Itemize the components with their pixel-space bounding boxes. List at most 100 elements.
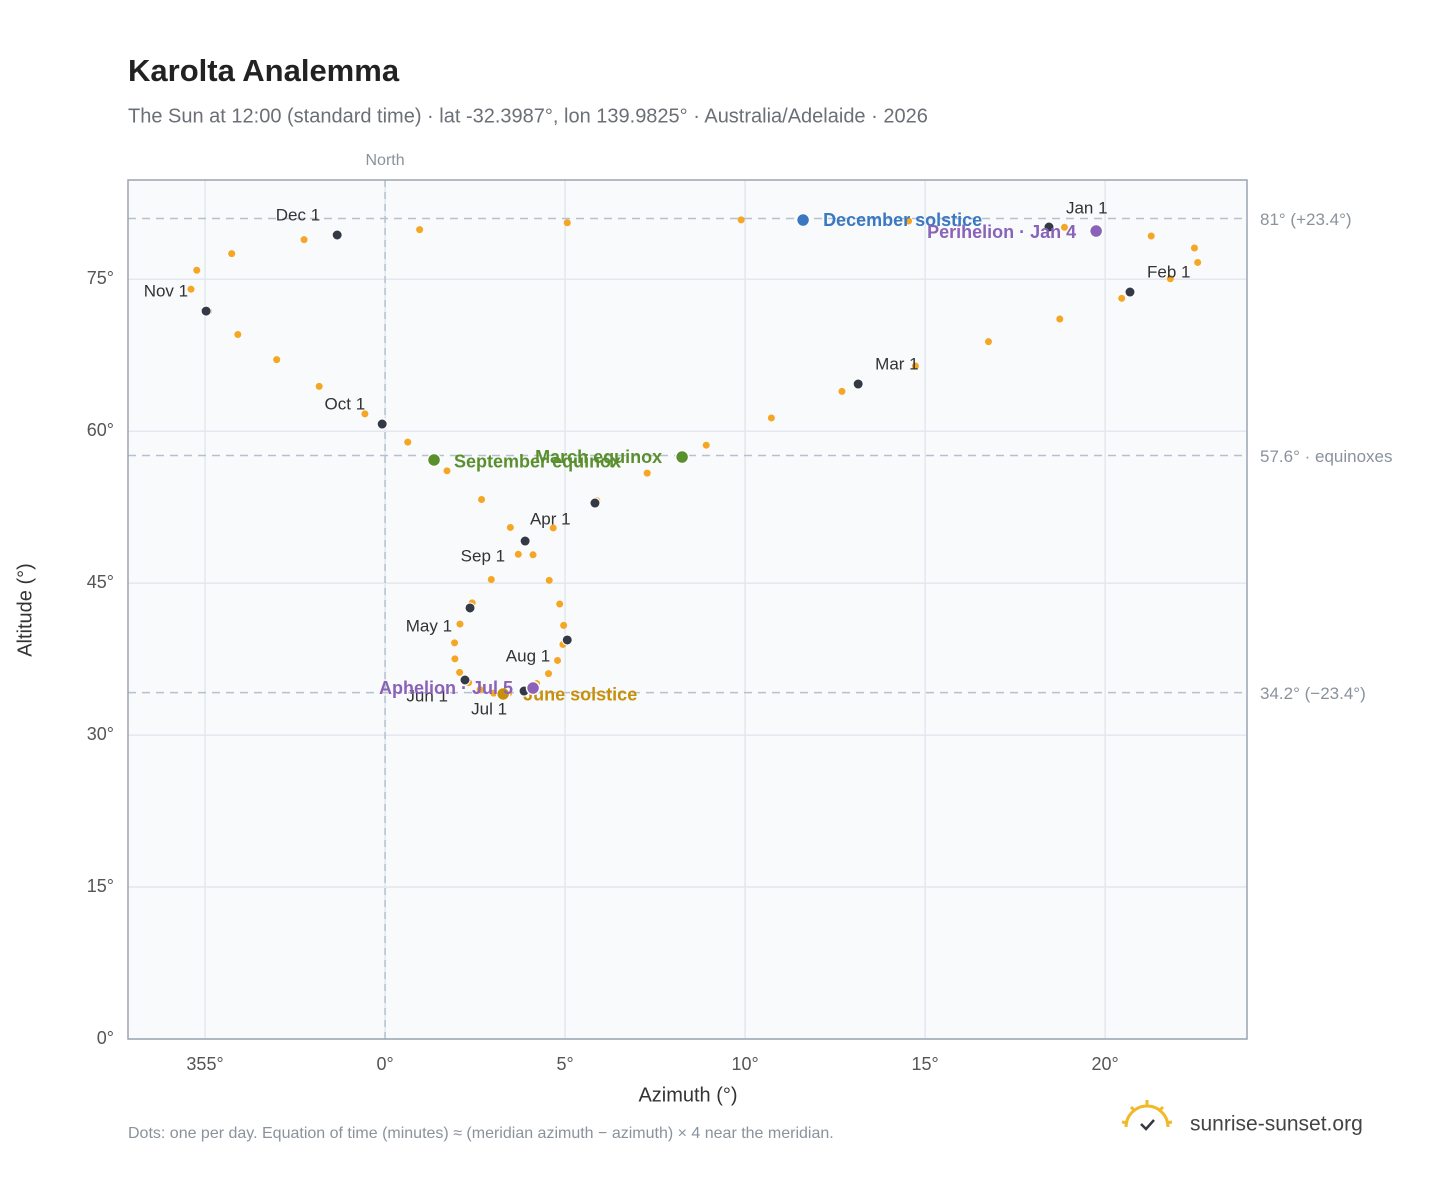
month-dot: [519, 535, 531, 547]
event-dot: [495, 686, 511, 702]
month-label: Aug 1: [506, 646, 550, 665]
daily-dot: [1118, 294, 1126, 302]
y-axis-title: Altitude (°): [14, 563, 36, 657]
daily-dot: [234, 330, 242, 338]
daily-dot: [273, 356, 281, 364]
month-label: Jan 1: [1066, 198, 1108, 217]
month-dot: [589, 497, 601, 509]
chart-title: Karolta Analemma: [128, 53, 400, 88]
event-dot: [1088, 223, 1104, 239]
month-dot: [1124, 286, 1136, 298]
event-dot: [426, 452, 442, 468]
event-dot: [795, 212, 811, 228]
daily-dot: [1166, 275, 1174, 283]
y-tick-label: 60°: [87, 420, 114, 440]
event-label: March equinox: [535, 447, 662, 467]
event-label: December solstice: [823, 210, 982, 230]
daily-dot: [767, 414, 775, 422]
y-tick-label: 75°: [87, 268, 114, 288]
daily-dot: [456, 668, 464, 676]
daily-dot: [549, 524, 557, 532]
reference-label: 34.2° (−23.4°): [1260, 684, 1366, 703]
daily-dot: [476, 686, 484, 694]
month-label: Oct 1: [325, 395, 366, 414]
month-label: Apr 1: [530, 510, 571, 529]
x-tick-label: 0°: [376, 1054, 393, 1074]
daily-dot: [478, 495, 486, 503]
event-label: June solstice: [523, 685, 637, 705]
month-dot: [561, 634, 573, 646]
month-dot: [852, 378, 864, 390]
event-dot: [525, 680, 541, 696]
brand-name: sunrise-sunset.org: [1190, 1113, 1363, 1136]
daily-dot: [643, 469, 651, 477]
daily-dot: [556, 600, 564, 608]
daily-dot: [702, 441, 710, 449]
daily-dot: [545, 670, 553, 678]
daily-dot: [529, 551, 537, 559]
daily-dot: [487, 576, 495, 584]
plot-frame: [127, 179, 1248, 1040]
y-tick-label: 0°: [97, 1028, 114, 1048]
event-label: Aphelion · Jul 5: [379, 678, 513, 698]
x-tick-label: 5°: [556, 1054, 573, 1074]
daily-dot: [905, 217, 913, 225]
month-label: Sep 1: [461, 547, 505, 566]
month-label: May 1: [406, 616, 452, 635]
daily-dot: [315, 382, 323, 390]
daily-dot: [193, 266, 201, 274]
daily-dot: [545, 576, 553, 584]
month-dot: [459, 674, 471, 686]
month-dot: [1043, 221, 1055, 233]
daily-dot: [911, 362, 919, 370]
month-label: Jul 1: [471, 700, 507, 719]
month-label: Dec 1: [276, 205, 320, 224]
daily-dot: [451, 655, 459, 663]
daily-dot: [563, 219, 571, 227]
month-dot: [331, 229, 343, 241]
chart-subtitle: The Sun at 12:00 (standard time) · lat -…: [128, 105, 928, 127]
plot-area: [128, 180, 1247, 1039]
month-dot: [376, 418, 388, 430]
reference-label: 81° (+23.4°): [1260, 210, 1352, 229]
brand-logo: [1121, 1100, 1173, 1131]
daily-dot: [1060, 223, 1068, 231]
x-tick-label: 20°: [1092, 1054, 1119, 1074]
month-dot: [464, 602, 476, 614]
event-label: September equinox: [454, 452, 621, 472]
daily-dot: [737, 216, 745, 224]
daily-dot: [560, 621, 568, 629]
daily-dot: [1147, 232, 1155, 240]
footnote: Dots: one per day. Equation of time (min…: [128, 1125, 834, 1142]
month-dot: [200, 305, 212, 317]
north-label: North: [366, 152, 405, 169]
daily-dot: [490, 689, 498, 697]
daily-dot: [451, 639, 459, 647]
daily-dot: [984, 338, 992, 346]
daily-dot: [554, 656, 562, 664]
daily-dot: [506, 523, 514, 531]
daily-dot: [514, 550, 522, 558]
daily-dot: [416, 226, 424, 234]
x-axis-title: Azimuth (°): [638, 1084, 737, 1106]
event-dot: [674, 449, 690, 465]
reference-label: 57.6° · equinoxes: [1260, 447, 1393, 466]
x-tick-label: 10°: [731, 1054, 758, 1074]
month-label: Jun 1: [406, 686, 448, 705]
y-tick-label: 15°: [87, 876, 114, 896]
daily-dot: [456, 620, 464, 628]
y-tick-label: 30°: [87, 724, 114, 744]
daily-dot: [1056, 315, 1064, 323]
x-tick-label: 355°: [186, 1054, 223, 1074]
daily-dot: [228, 250, 236, 258]
month-label: Feb 1: [1147, 263, 1190, 282]
daily-dot: [361, 410, 369, 418]
event-label: Perihelion · Jan 4: [927, 222, 1076, 242]
y-tick-label: 45°: [87, 572, 114, 592]
x-tick-label: 15°: [912, 1054, 939, 1074]
daily-dot: [300, 236, 308, 244]
daily-dot: [404, 438, 412, 446]
daily-dot: [838, 387, 846, 395]
month-label: Nov 1: [144, 282, 188, 301]
